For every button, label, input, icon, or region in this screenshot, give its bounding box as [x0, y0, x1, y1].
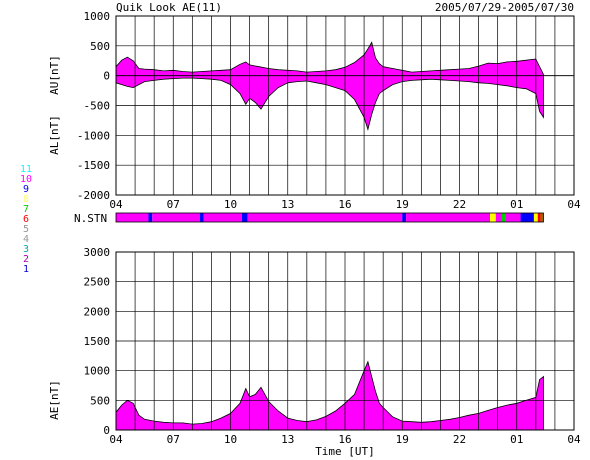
station-legend-number: 8 — [23, 194, 29, 205]
x-tick-label: 16 — [338, 433, 351, 446]
nstn-segment — [247, 213, 403, 222]
y-tick-label: 3000 — [84, 246, 111, 259]
ae-axis-label: AE[nT] — [48, 380, 61, 420]
nstn-label: N.STN — [74, 212, 107, 225]
nstn-segment — [199, 213, 204, 222]
ae-area — [115, 360, 544, 431]
x-tick-label: 10 — [224, 198, 237, 211]
nstn-segment — [203, 213, 242, 222]
x-tick-label: 04 — [567, 433, 581, 446]
x-tick-label: 04 — [109, 433, 123, 446]
nstn-segment — [520, 213, 534, 222]
y-tick-label: 1000 — [84, 10, 111, 23]
nstn-segment — [116, 213, 149, 222]
x-tick-label: 04 — [567, 198, 581, 211]
x-tick-label: 19 — [396, 433, 409, 446]
station-legend-number: 7 — [23, 204, 29, 215]
x-tick-label: 22 — [453, 433, 466, 446]
station-legend-number: 6 — [23, 214, 29, 225]
station-legend-number: 9 — [23, 184, 29, 195]
nstn-segment — [152, 213, 200, 222]
station-legend-number: 11 — [20, 164, 32, 175]
nstn-segment — [490, 213, 496, 222]
plot-frame — [115, 15, 575, 196]
al-axis-label: AL[nT] — [48, 115, 61, 155]
x-tick-label: 13 — [281, 198, 294, 211]
nstn-bar — [115, 212, 544, 223]
chart-title: Quik Look AE(11) — [116, 1, 222, 14]
x-tick-label: 19 — [396, 198, 409, 211]
y-tick-label: -1500 — [77, 159, 110, 172]
x-tick-label: 04 — [109, 198, 123, 211]
y-tick-label: 500 — [90, 394, 110, 407]
nstn-segment — [148, 213, 153, 222]
y-tick-label: -1000 — [77, 129, 110, 142]
y-tick-label: 2000 — [84, 305, 111, 318]
nstn-segment — [501, 213, 506, 222]
y-tick-label: 0 — [103, 424, 110, 437]
x-tick-label: 10 — [224, 433, 237, 446]
x-tick-label: 01 — [510, 433, 523, 446]
y-tick-label: 500 — [90, 40, 110, 53]
nstn-bar-frame — [115, 212, 544, 223]
nstn-segment — [241, 213, 248, 222]
station-legend-number: 5 — [23, 224, 29, 235]
nstn-segment — [533, 213, 538, 222]
y-tick-label: 0 — [103, 70, 110, 83]
plot-frame — [115, 251, 575, 431]
x-tick-label: 13 — [281, 433, 294, 446]
nstn-segment — [406, 213, 491, 222]
y-tick-label: -2000 — [77, 189, 110, 202]
station-legend-number: 1 — [23, 264, 29, 275]
nstn-segment — [540, 213, 544, 222]
x-tick-label: 07 — [167, 433, 180, 446]
y-tick-label: 1500 — [84, 335, 111, 348]
y-tick-label: -500 — [84, 100, 111, 113]
au-axis-label: AU[nT] — [48, 55, 61, 95]
y-tick-label: 1000 — [84, 365, 111, 378]
au-al-area — [115, 41, 544, 131]
x-tick-label: 16 — [338, 198, 351, 211]
x-tick-label: 07 — [167, 198, 180, 211]
nstn-segment — [495, 213, 502, 222]
station-legend-number: 2 — [23, 254, 29, 265]
nstn-segment — [537, 213, 541, 222]
date-range: 2005/07/29-2005/07/30 — [435, 1, 574, 14]
x-tick-label: 01 — [510, 198, 523, 211]
x-tick-label: 22 — [453, 198, 466, 211]
station-legend-number: 10 — [20, 174, 32, 185]
nstn-segment — [402, 213, 407, 222]
station-legend-number: 4 — [23, 234, 29, 245]
y-tick-label: 2500 — [84, 276, 111, 289]
time-axis-label: Time [UT] — [315, 445, 375, 458]
station-legend-number: 3 — [23, 244, 29, 255]
nstn-segment — [505, 213, 521, 222]
